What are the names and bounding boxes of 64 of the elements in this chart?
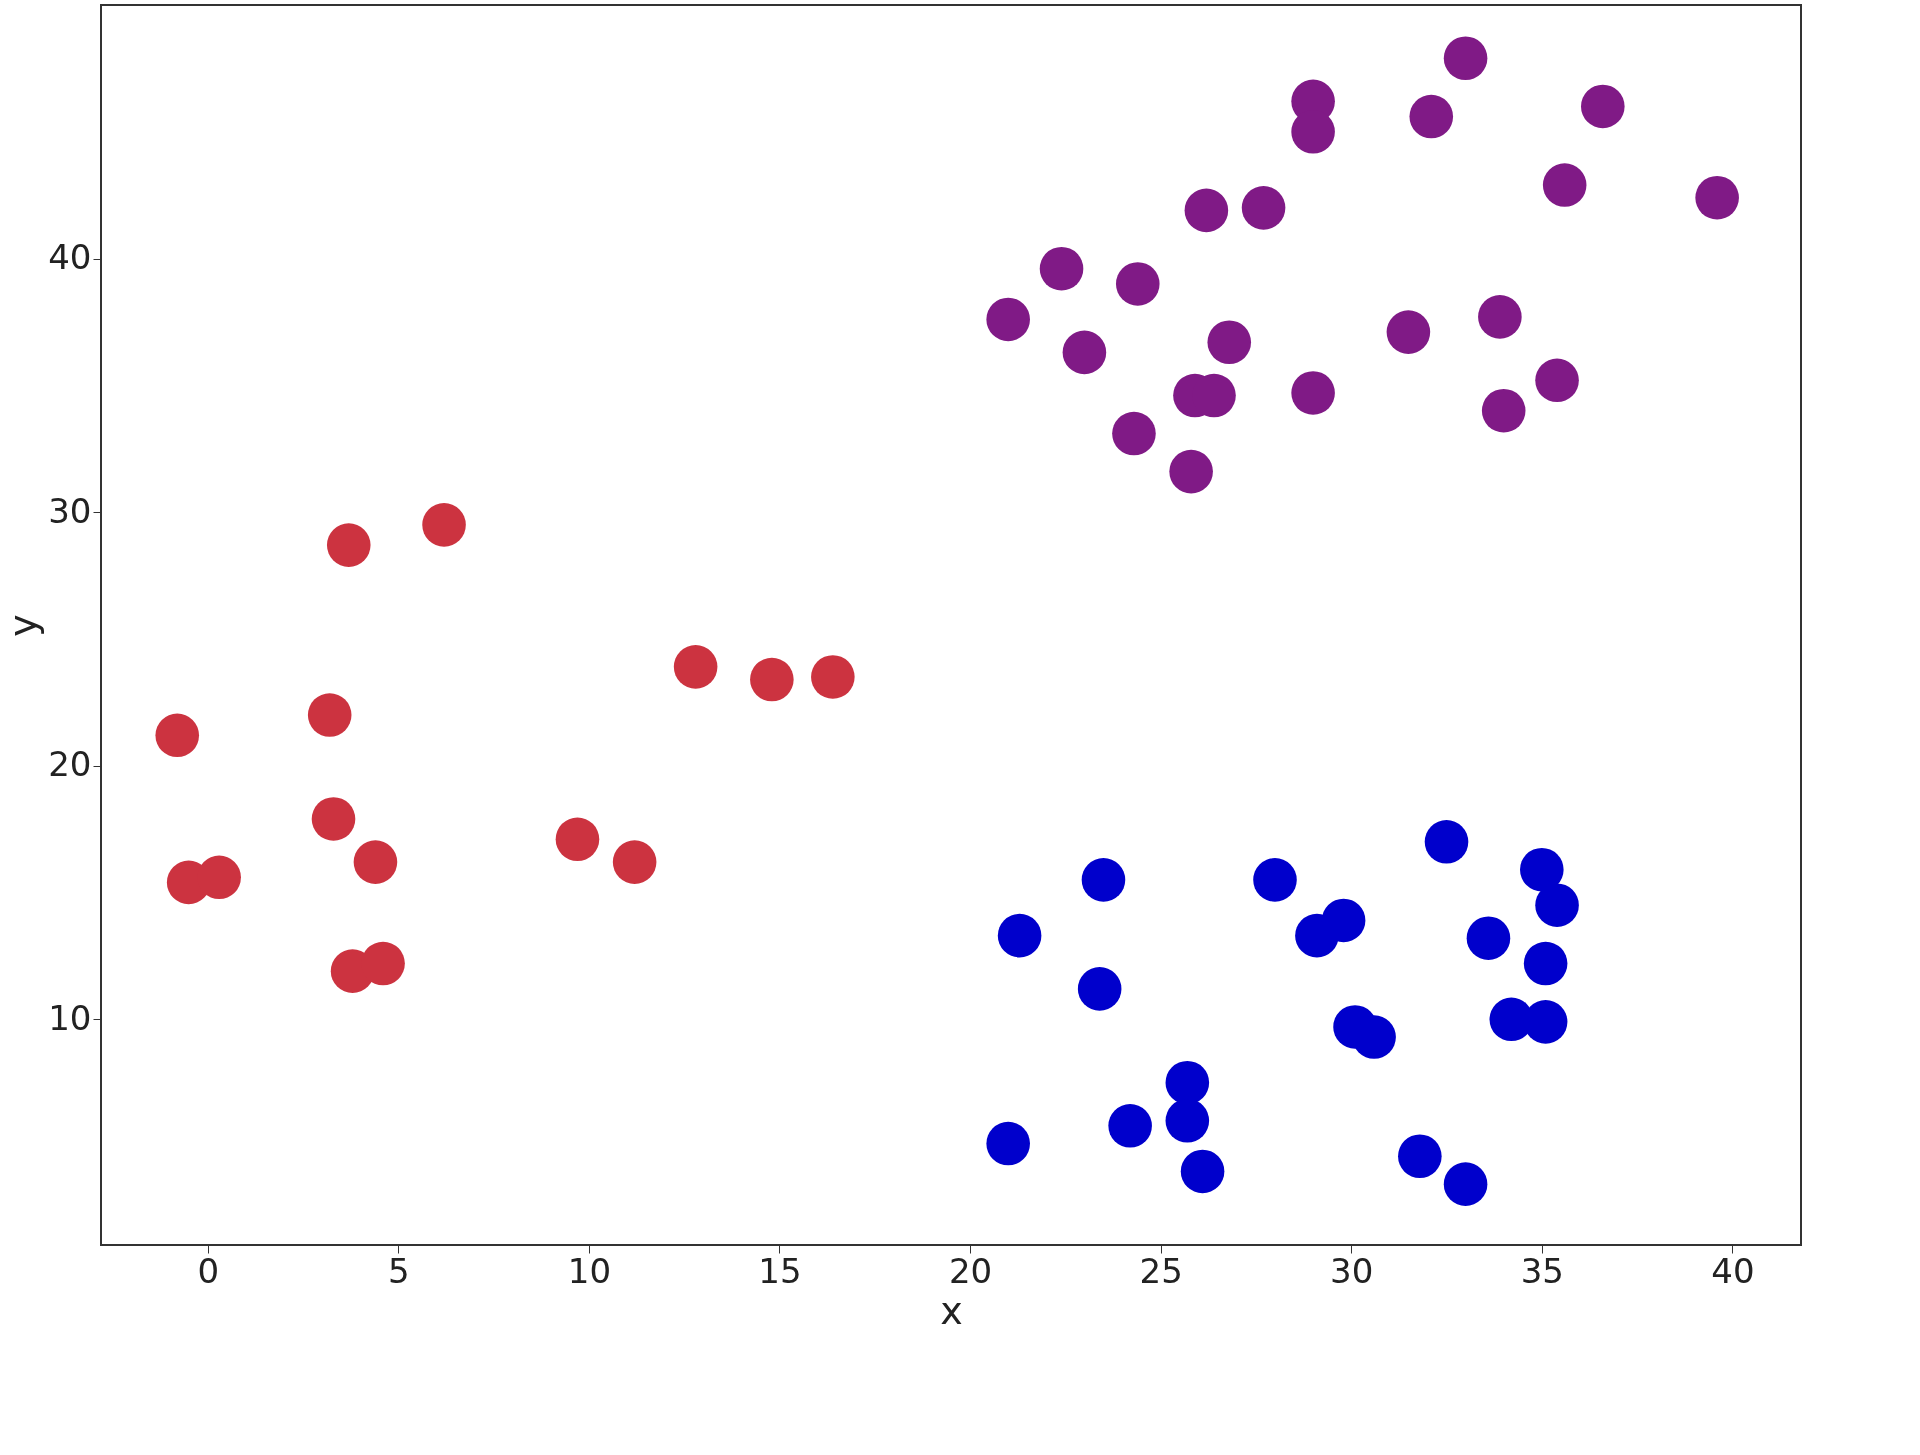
point bbox=[1523, 941, 1568, 986]
x-tick-label: 5 bbox=[387, 1250, 410, 1291]
x-tick-label: 20 bbox=[948, 1250, 993, 1291]
point bbox=[1321, 898, 1366, 943]
point bbox=[1207, 320, 1252, 365]
y-tick-label: 10 bbox=[48, 997, 92, 1038]
point bbox=[1424, 820, 1469, 864]
point bbox=[326, 523, 371, 567]
x-tick-label: 15 bbox=[758, 1250, 802, 1291]
point bbox=[986, 1121, 1030, 1166]
point bbox=[1241, 186, 1286, 230]
point bbox=[1443, 36, 1488, 80]
point bbox=[1466, 916, 1511, 960]
x-tick-label: 30 bbox=[1330, 1250, 1374, 1291]
point bbox=[1398, 1134, 1442, 1178]
point bbox=[422, 503, 466, 547]
point bbox=[1039, 246, 1084, 291]
point bbox=[1478, 295, 1522, 339]
point bbox=[1184, 188, 1229, 233]
point bbox=[1253, 858, 1297, 902]
point bbox=[555, 817, 600, 862]
point bbox=[986, 297, 1030, 342]
point bbox=[1386, 310, 1431, 354]
point bbox=[673, 645, 718, 689]
x-axis-title: x bbox=[940, 1288, 963, 1333]
point bbox=[612, 840, 657, 884]
point bbox=[1535, 883, 1579, 927]
y-axis-title: y bbox=[1, 614, 46, 637]
point bbox=[1062, 330, 1107, 375]
point bbox=[311, 797, 356, 841]
x-tick-label: 35 bbox=[1520, 1250, 1564, 1291]
point bbox=[811, 655, 855, 699]
point bbox=[1409, 94, 1454, 139]
point bbox=[750, 657, 794, 702]
point bbox=[1520, 847, 1564, 892]
point bbox=[1443, 1162, 1488, 1206]
point bbox=[1108, 1104, 1152, 1148]
point bbox=[1077, 967, 1122, 1011]
point bbox=[1169, 449, 1213, 494]
y-tick-label: 40 bbox=[48, 237, 92, 278]
x-tick-label: 0 bbox=[197, 1250, 220, 1291]
point bbox=[307, 693, 352, 737]
point bbox=[1291, 371, 1335, 415]
point bbox=[1542, 163, 1587, 207]
point bbox=[155, 713, 200, 758]
point bbox=[1081, 858, 1126, 902]
y-tick-label: 20 bbox=[48, 744, 92, 785]
point bbox=[1165, 1060, 1210, 1105]
point bbox=[1112, 411, 1156, 456]
y-tick-label: 30 bbox=[48, 490, 92, 531]
point bbox=[1115, 262, 1160, 306]
x-tick-label: 10 bbox=[567, 1250, 612, 1291]
point bbox=[1180, 1149, 1225, 1194]
point bbox=[361, 941, 405, 986]
point bbox=[997, 913, 1042, 958]
point bbox=[1165, 1099, 1210, 1143]
point bbox=[353, 840, 398, 884]
point bbox=[1535, 358, 1579, 403]
point bbox=[1581, 84, 1625, 129]
x-tick-label: 25 bbox=[1139, 1250, 1183, 1291]
x-tick-label: 40 bbox=[1711, 1250, 1755, 1291]
point bbox=[1352, 1015, 1396, 1059]
point bbox=[1695, 175, 1739, 220]
point bbox=[1481, 388, 1526, 433]
